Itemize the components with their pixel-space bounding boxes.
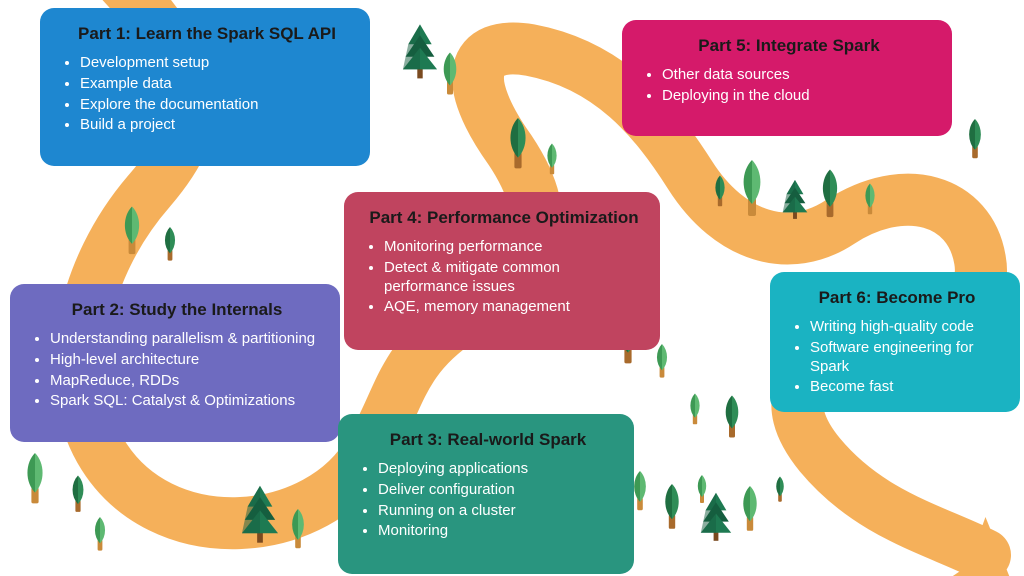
card-title: Part 3: Real-world Spark bbox=[360, 430, 616, 450]
card-title: Part 5: Integrate Spark bbox=[644, 36, 934, 56]
card-item-list: Development setup Example data Explore the… bbox=[62, 54, 352, 135]
card-item: Development setup bbox=[80, 54, 352, 73]
card-title: Part 6: Become Pro bbox=[792, 288, 1002, 308]
card-item: Deploying in the cloud bbox=[662, 87, 934, 106]
card-item: Become fast bbox=[810, 378, 1002, 397]
card-part4: Part 4: Performance Optimization Monitori… bbox=[344, 192, 660, 350]
card-title: Part 4: Performance Optimization bbox=[366, 208, 642, 228]
card-item: AQE, memory management bbox=[384, 298, 642, 317]
card-item: Monitoring performance bbox=[384, 238, 642, 257]
card-item: Deliver configuration bbox=[378, 481, 616, 500]
card-item-list: Understanding parallelism & partitioning… bbox=[32, 330, 322, 411]
card-item-list: Other data sources Deploying in the cloud bbox=[644, 66, 934, 106]
card-item: Detect & mitigate common performance iss… bbox=[384, 259, 642, 297]
card-item: Spark SQL: Catalyst & Optimizations bbox=[50, 392, 322, 411]
cards-layer: Part 1: Learn the Spark SQL API Developme… bbox=[0, 0, 1024, 576]
card-item-list: Monitoring performance Detect & mitigate … bbox=[366, 238, 642, 317]
card-title: Part 2: Study the Internals bbox=[32, 300, 322, 320]
card-item: Other data sources bbox=[662, 66, 934, 85]
card-part2: Part 2: Study the Internals Understanding… bbox=[10, 284, 340, 442]
card-item: Understanding parallelism & partitioning bbox=[50, 330, 322, 349]
card-item-list: Writing high-quality code Software engine… bbox=[792, 318, 1002, 397]
card-item: Deploying applications bbox=[378, 460, 616, 479]
learning-path-infographic: Part 1: Learn the Spark SQL API Developme… bbox=[0, 0, 1024, 576]
card-item: Software engineering for Spark bbox=[810, 339, 1002, 377]
card-part1: Part 1: Learn the Spark SQL API Developme… bbox=[40, 8, 370, 166]
card-item: MapReduce, RDDs bbox=[50, 372, 322, 391]
card-item: Writing high-quality code bbox=[810, 318, 1002, 337]
card-part3: Part 3: Real-world Spark Deploying applic… bbox=[338, 414, 634, 574]
card-part5: Part 5: Integrate Spark Other data source… bbox=[622, 20, 952, 136]
card-item: Explore the documentation bbox=[80, 96, 352, 115]
card-item-list: Deploying applications Deliver configurat… bbox=[360, 460, 616, 541]
card-title: Part 1: Learn the Spark SQL API bbox=[62, 24, 352, 44]
card-item: High-level architecture bbox=[50, 351, 322, 370]
card-item: Build a project bbox=[80, 116, 352, 135]
card-item: Monitoring bbox=[378, 522, 616, 541]
card-item: Running on a cluster bbox=[378, 502, 616, 521]
card-item: Example data bbox=[80, 75, 352, 94]
card-part6: Part 6: Become Pro Writing high-quality c… bbox=[770, 272, 1020, 412]
